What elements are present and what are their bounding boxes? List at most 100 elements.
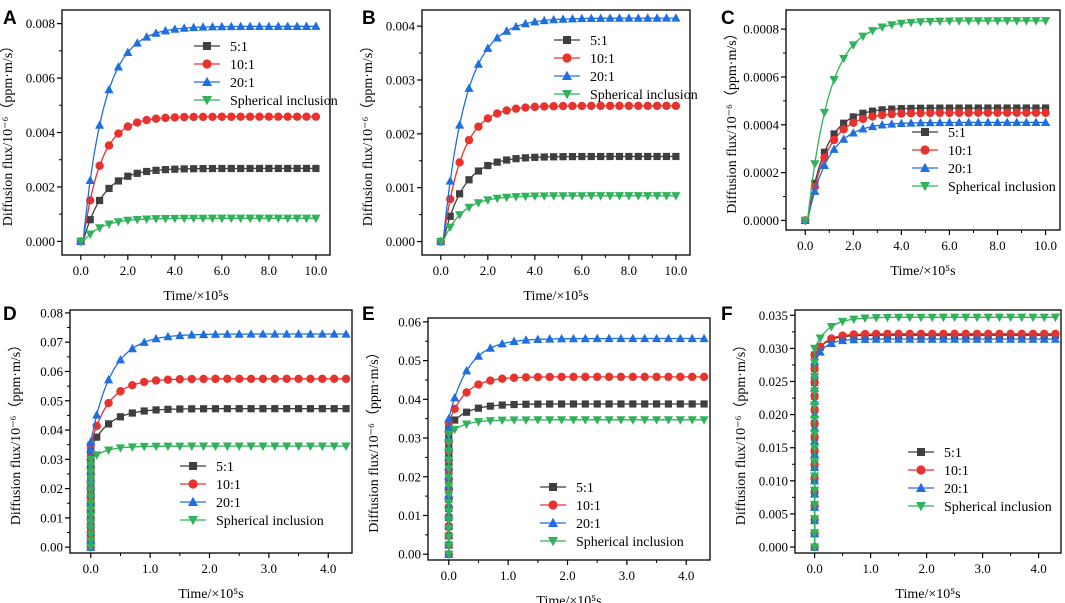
panel-B: B 0.0 2.0 4.0 6.0 8.0 10.0 0.000 0.001 0.002 0.003… [360,8,698,304]
data-point [292,21,302,30]
y-tick-label: 0.001 [386,180,415,195]
y-tick-label: 0.04 [398,392,421,407]
data-point [1050,334,1060,343]
data-point [615,152,624,161]
data-point [473,59,484,68]
data-point [455,120,465,129]
series-spherical-inclusion [810,313,1060,552]
data-point [187,442,197,451]
data-point [955,104,963,112]
data-point [633,13,643,22]
data-point [114,177,123,185]
data-point [577,101,587,111]
data-point [151,215,161,224]
data-point [128,380,137,390]
data-point [530,102,540,112]
data-point [810,543,820,552]
data-point [882,334,892,343]
data-point [616,416,626,425]
data-point [198,214,208,224]
panel-letter: C [721,8,735,29]
legend-label: 20:1 [230,76,255,91]
series-5-1 [437,152,680,246]
y-tick-label: 0.07 [40,335,63,350]
y-tick-label: 0.000 [759,540,788,555]
data-point [935,17,945,27]
plot-frame [785,9,1061,231]
data-point [483,43,493,52]
x-axis-label: Time/×10⁵s [163,289,228,304]
y-tick-label: 0.035 [759,308,788,323]
legend: 5:1 10:1 20:1 Spherical inclusion [554,34,698,103]
data-point [160,25,171,35]
data-point [810,387,820,396]
data-point [306,405,315,413]
legend: 5:1 10:1 20:1 Spherical inclusion [908,446,1052,515]
data-point [114,129,123,138]
data-point [103,374,114,384]
data-point [1006,329,1015,339]
data-point [800,216,810,226]
legend-label: Spherical inclusion [944,500,1052,515]
data-point [1006,313,1016,323]
data-point [586,192,596,201]
data-point [218,164,226,173]
data-point [569,372,578,382]
panel-C: C 0.0 2.0 4.0 6.0 8.0 10.0 0.0000 0.0002 0.0004 0.… [721,8,1061,279]
legend-marker [920,145,930,155]
data-point [246,374,256,384]
data-point [663,416,674,425]
data-point [493,158,501,166]
data-point [672,152,680,161]
data-point [596,101,605,111]
y-tick-label: 0.004 [26,125,56,140]
data-point [520,18,531,28]
data-point [473,199,484,208]
data-point [925,17,935,27]
legend-marker [549,483,557,491]
data-point [840,119,848,127]
data-point [587,101,596,111]
data-point [687,416,697,425]
data-point [950,329,959,339]
data-point [273,214,283,224]
data-point [871,314,881,323]
data-point [993,108,1002,118]
data-point [86,543,96,552]
data-point [292,112,302,121]
x-tick-label: 1.0 [862,561,878,576]
data-point [465,176,473,184]
data-point [498,374,507,383]
data-point [827,334,836,343]
legend-label: Spherical inclusion [590,88,698,103]
data-point [311,21,321,30]
data-point [826,338,836,347]
data-point [521,373,531,382]
data-point [652,372,661,382]
data-point [207,22,218,31]
data-point [140,377,149,387]
data-point [810,458,820,467]
data-point [858,32,868,42]
data-point [176,405,184,413]
data-point [342,405,350,413]
data-point [545,372,554,382]
data-point [292,214,302,224]
data-point [211,374,220,384]
data-point [446,212,454,220]
data-point [625,152,633,161]
data-point [115,444,126,453]
data-point [461,420,472,429]
data-point [486,402,494,410]
data-point [640,372,649,382]
data-point [311,214,321,224]
data-point [954,17,964,26]
y-tick-label: 0.002 [386,126,415,141]
legend-label: 20:1 [576,517,601,532]
data-point [464,203,474,213]
data-point [596,192,606,201]
x-tick-label: 4.0 [678,568,694,583]
legend-marker [562,53,572,63]
data-point [983,334,993,343]
data-point [810,486,820,496]
